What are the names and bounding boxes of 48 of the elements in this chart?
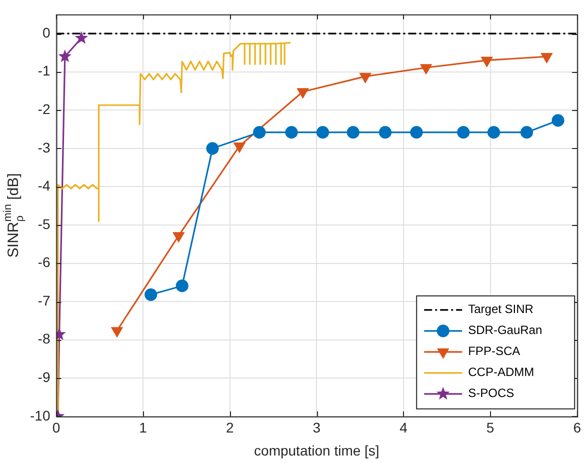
point: [541, 52, 552, 63]
point: [176, 280, 188, 292]
x-tick-label: 5: [486, 420, 494, 436]
point: [253, 126, 266, 139]
y-tick-label: -2: [38, 100, 50, 117]
y-tick-label: 0: [42, 24, 50, 40]
x-tick-label: 1: [139, 420, 148, 436]
point: [297, 88, 308, 98]
legend-label: CCP-ADMM: [468, 365, 534, 380]
point: [58, 50, 72, 62]
y-tick-label: -4: [38, 178, 50, 194]
point: [346, 126, 360, 139]
legend-label: SDR-GauRan: [468, 323, 542, 338]
y-tick-label: -10: [30, 407, 50, 424]
y-tick-label: -3: [38, 139, 50, 156]
point: [520, 126, 534, 139]
point: [206, 142, 219, 155]
y-tick-label: -7: [38, 292, 50, 308]
point: [360, 72, 371, 83]
point: [144, 288, 158, 301]
point: [457, 126, 470, 139]
point: [420, 64, 432, 74]
y-tick-label: -1: [38, 62, 50, 79]
point: [285, 126, 298, 139]
legend-label: S-POCS: [468, 386, 514, 400]
point: [487, 126, 500, 139]
point: [234, 142, 245, 152]
y-tick-label: -6: [38, 254, 50, 270]
point: [552, 114, 564, 127]
x-tick-label: 3: [312, 420, 321, 436]
point: [410, 126, 423, 139]
x-axis-title: computation time [s]: [254, 442, 380, 458]
legend-label: Target SINR: [468, 302, 534, 316]
x-tick-label: 6: [573, 420, 582, 436]
point: [74, 31, 88, 44]
x-tick-label: 2: [226, 420, 234, 436]
text: SINRminρ [dB]: [2, 173, 26, 258]
x-tick-label: 4: [400, 420, 408, 436]
point: [316, 126, 330, 139]
point: [481, 56, 492, 67]
y-tick-label: -8: [38, 330, 50, 347]
point: [111, 327, 123, 337]
point: [378, 126, 392, 139]
y-tick-label: -5: [38, 216, 50, 232]
x-tick-label: 0: [52, 420, 60, 436]
point: [173, 232, 184, 242]
legend-label: FPP-SCA: [468, 344, 520, 358]
y-tick-label: -9: [38, 368, 50, 385]
